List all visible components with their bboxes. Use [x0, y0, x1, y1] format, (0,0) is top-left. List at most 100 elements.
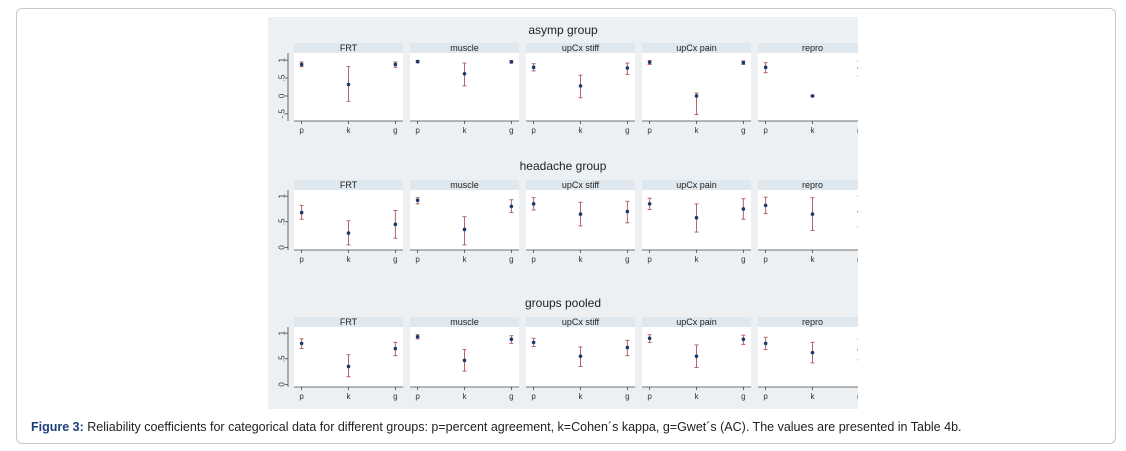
- panel-strip: [294, 180, 403, 190]
- panel-label: upCx pain: [676, 317, 717, 327]
- panel-label: upCx pain: [676, 180, 717, 190]
- caption-label: Figure 3:: [31, 420, 84, 434]
- x-tick-label: k: [695, 126, 700, 135]
- panel-label: upCx stiff: [562, 180, 600, 190]
- x-tick-label: p: [299, 126, 304, 135]
- x-tick-label: k: [347, 126, 352, 135]
- estimate-point: [531, 340, 536, 345]
- estimate-point: [741, 60, 746, 65]
- estimate-point: [578, 354, 583, 359]
- x-tick-label: p: [299, 392, 304, 401]
- x-tick-label: k: [347, 255, 352, 264]
- estimate-point: [346, 364, 351, 369]
- x-tick-label: g: [393, 255, 397, 264]
- estimate-point: [741, 337, 746, 342]
- caption-text: Reliability coefficients for categorical…: [83, 420, 962, 434]
- panel-label: muscle: [450, 180, 479, 190]
- x-tick-label: g: [509, 255, 513, 264]
- x-tick-label: p: [763, 255, 768, 264]
- x-tick-label: g: [625, 392, 629, 401]
- panel-plot-region: [758, 53, 867, 121]
- estimate-point: [509, 337, 514, 342]
- y-tick-label: .5: [278, 218, 287, 225]
- x-tick-label: k: [695, 392, 700, 401]
- estimate-point: [741, 207, 746, 211]
- y-tick-label: .5: [278, 355, 287, 362]
- panel-strip: [410, 43, 519, 53]
- panel-strip: [294, 317, 403, 327]
- x-tick-label: p: [531, 255, 536, 264]
- x-tick-label: p: [415, 255, 420, 264]
- estimate-point: [462, 358, 467, 363]
- panel-strip: [758, 43, 867, 53]
- panel-label: repro: [802, 180, 823, 190]
- x-tick-label: k: [347, 392, 352, 401]
- panel-strip: [526, 317, 635, 327]
- panel-strip: [758, 317, 867, 327]
- x-tick-label: p: [647, 255, 652, 264]
- x-tick-label: k: [463, 392, 468, 401]
- panel-label: FRT: [340, 180, 358, 190]
- estimate-point: [509, 204, 514, 209]
- panel-label: FRT: [340, 317, 358, 327]
- x-tick-label: p: [415, 126, 420, 135]
- estimate-point: [694, 215, 699, 220]
- estimate-point: [462, 227, 467, 232]
- estimate-point: [578, 212, 583, 216]
- panel-label: muscle: [450, 317, 479, 327]
- x-tick-label: g: [741, 255, 745, 264]
- estimate-point: [393, 222, 398, 227]
- x-tick-label: k: [463, 126, 468, 135]
- y-tick-label: 1: [278, 330, 287, 335]
- estimate-point: [810, 94, 815, 98]
- estimate-point: [694, 354, 699, 359]
- panel-label: FRT: [340, 43, 358, 53]
- panel-label: upCx pain: [676, 43, 717, 53]
- estimate-point: [531, 65, 536, 70]
- panel-strip: [526, 43, 635, 53]
- estimate-point: [625, 345, 630, 350]
- panel-label: repro: [802, 317, 823, 327]
- estimate-point: [647, 336, 652, 341]
- estimate-point: [299, 341, 304, 346]
- chart-image: asymp group -.5 0 .5 1 FRT p k g muscle p k g upCx st…: [268, 17, 867, 409]
- panel-strip: [410, 180, 519, 190]
- estimate-point: [393, 62, 398, 67]
- estimate-point: [694, 94, 699, 98]
- estimate-point: [299, 62, 304, 67]
- x-tick-label: g: [625, 126, 629, 135]
- x-tick-label: k: [579, 126, 584, 135]
- figure-caption: Figure 3: Reliability coefficients for c…: [31, 420, 1111, 434]
- x-tick-label: p: [763, 392, 768, 401]
- x-tick-label: p: [531, 126, 536, 135]
- panel-strip: [758, 180, 867, 190]
- y-tick-label: 1: [278, 193, 287, 198]
- x-tick-label: k: [579, 392, 584, 401]
- panel-strip: [642, 317, 751, 327]
- estimate-point: [415, 198, 420, 203]
- x-tick-label: k: [811, 255, 816, 264]
- x-tick-label: p: [415, 392, 420, 401]
- x-tick-label: p: [763, 126, 768, 135]
- x-tick-label: p: [647, 392, 652, 401]
- x-tick-label: k: [811, 126, 816, 135]
- estimate-point: [415, 334, 420, 339]
- estimate-point: [763, 203, 768, 208]
- x-tick-label: p: [531, 392, 536, 401]
- estimate-point: [810, 212, 815, 216]
- panel-strip: [526, 180, 635, 190]
- group-title: headache group: [520, 159, 607, 173]
- y-tick-label: -.5: [278, 109, 287, 119]
- x-tick-label: g: [509, 392, 513, 401]
- x-tick-label: g: [857, 392, 858, 401]
- panel-label: muscle: [450, 43, 479, 53]
- estimate-point: [393, 346, 398, 351]
- x-tick-label: g: [393, 126, 397, 135]
- estimate-point: [415, 59, 420, 64]
- estimate-point: [578, 84, 583, 88]
- x-tick-label: g: [741, 126, 745, 135]
- panel-label: upCx stiff: [562, 317, 600, 327]
- estimate-point: [346, 82, 351, 87]
- x-tick-label: k: [579, 255, 584, 264]
- group-title: asymp group: [528, 23, 598, 37]
